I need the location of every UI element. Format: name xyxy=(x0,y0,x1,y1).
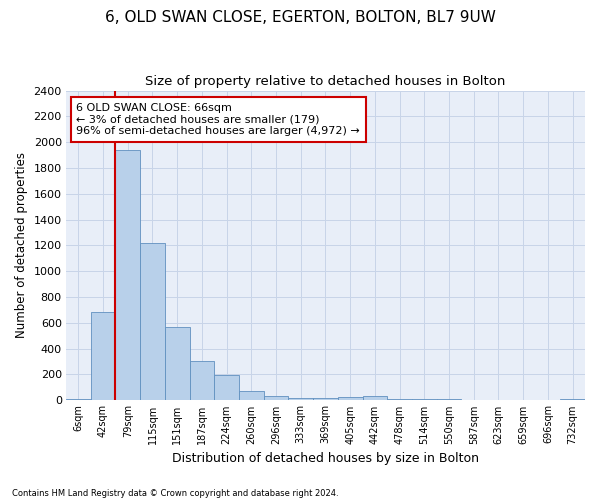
Title: Size of property relative to detached houses in Bolton: Size of property relative to detached ho… xyxy=(145,75,506,88)
Bar xyxy=(66,399,91,400)
Bar xyxy=(338,397,362,400)
Bar xyxy=(190,362,214,400)
Bar xyxy=(239,391,263,400)
Bar xyxy=(165,326,190,400)
Bar xyxy=(214,375,239,400)
Bar xyxy=(91,312,115,400)
Bar xyxy=(313,398,338,400)
Bar xyxy=(412,399,437,400)
Bar xyxy=(560,399,585,400)
Text: 6 OLD SWAN CLOSE: 66sqm
← 3% of detached houses are smaller (179)
96% of semi-de: 6 OLD SWAN CLOSE: 66sqm ← 3% of detached… xyxy=(76,103,360,136)
Bar xyxy=(140,243,165,400)
X-axis label: Distribution of detached houses by size in Bolton: Distribution of detached houses by size … xyxy=(172,452,479,465)
Bar xyxy=(115,150,140,400)
Text: 6, OLD SWAN CLOSE, EGERTON, BOLTON, BL7 9UW: 6, OLD SWAN CLOSE, EGERTON, BOLTON, BL7 … xyxy=(104,10,496,25)
Text: Contains HM Land Registry data © Crown copyright and database right 2024.: Contains HM Land Registry data © Crown c… xyxy=(12,488,338,498)
Bar xyxy=(263,396,289,400)
Bar xyxy=(362,396,387,400)
Bar xyxy=(289,398,313,400)
Y-axis label: Number of detached properties: Number of detached properties xyxy=(15,152,28,338)
